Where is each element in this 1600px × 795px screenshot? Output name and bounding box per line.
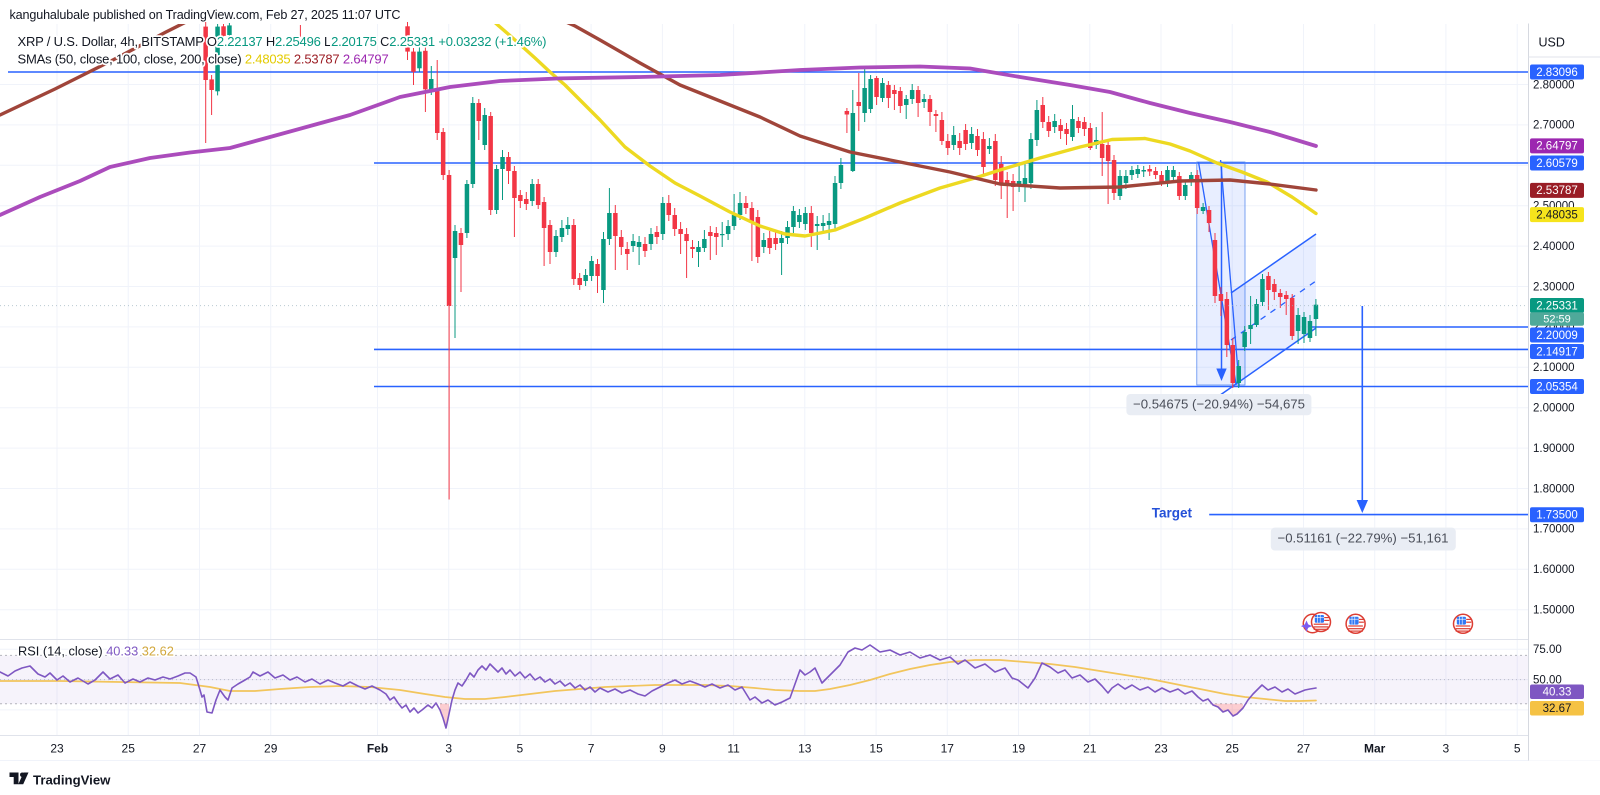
svg-text:7: 7 (588, 742, 595, 756)
svg-text:2.40000: 2.40000 (1533, 241, 1575, 253)
svg-text:25: 25 (122, 742, 136, 756)
svg-text:50.00: 50.00 (1533, 674, 1562, 686)
svg-text:27: 27 (1297, 742, 1311, 756)
svg-text:TradingView: TradingView (33, 773, 111, 788)
svg-text:25: 25 (1226, 742, 1240, 756)
svg-text:XRP / U.S. Dollar, 4h, BITSTAM: XRP / U.S. Dollar, 4h, BITSTAMP O2.22137… (18, 34, 547, 49)
svg-text:1.90000: 1.90000 (1533, 443, 1575, 455)
svg-text:13: 13 (798, 742, 812, 756)
svg-text:2.48035: 2.48035 (1536, 209, 1578, 221)
svg-text:3: 3 (1443, 742, 1450, 756)
svg-text:52:59: 52:59 (1543, 314, 1571, 326)
svg-text:29: 29 (264, 742, 278, 756)
svg-text:2.80000: 2.80000 (1533, 79, 1575, 91)
svg-text:15: 15 (869, 742, 883, 756)
svg-text:19: 19 (1012, 742, 1026, 756)
svg-text:1.80000: 1.80000 (1533, 483, 1575, 495)
svg-text:27: 27 (193, 742, 207, 756)
svg-text:21: 21 (1083, 742, 1097, 756)
svg-text:40.33: 40.33 (1543, 687, 1572, 699)
svg-text:9: 9 (659, 742, 666, 756)
svg-text:32.67: 32.67 (1543, 703, 1572, 715)
svg-text:SMAs (50, close, 100, close, 2: SMAs (50, close, 100, close, 200, close)… (18, 52, 389, 67)
svg-text:1.73500: 1.73500 (1536, 510, 1578, 522)
svg-text:1.50000: 1.50000 (1533, 605, 1575, 617)
svg-text:1.60000: 1.60000 (1533, 564, 1575, 576)
svg-text:Mar: Mar (1364, 742, 1386, 756)
svg-text:5: 5 (1514, 742, 1521, 756)
svg-text:2.64797: 2.64797 (1536, 141, 1578, 153)
svg-text:Feb: Feb (367, 742, 388, 756)
svg-text:−0.51161 (−22.79%) −51,161: −0.51161 (−22.79%) −51,161 (1278, 531, 1449, 546)
svg-text:5: 5 (517, 742, 524, 756)
svg-text:23: 23 (1154, 742, 1168, 756)
svg-text:−0.54675 (−20.94%) −54,675: −0.54675 (−20.94%) −54,675 (1133, 397, 1305, 412)
svg-text:2.53787: 2.53787 (1536, 185, 1578, 197)
svg-text:2.14917: 2.14917 (1536, 346, 1578, 358)
svg-text:3: 3 (445, 742, 452, 756)
svg-text:2.70000: 2.70000 (1533, 120, 1575, 132)
svg-text:11: 11 (727, 742, 740, 756)
svg-text:2.05354: 2.05354 (1536, 381, 1578, 393)
svg-text:2.10000: 2.10000 (1533, 362, 1575, 374)
svg-text:Target: Target (1152, 506, 1193, 521)
svg-text:2.60579: 2.60579 (1536, 158, 1578, 170)
svg-text:2.25331: 2.25331 (1536, 300, 1578, 312)
svg-text:75.00: 75.00 (1533, 644, 1562, 656)
svg-text:2.00000: 2.00000 (1533, 403, 1575, 415)
svg-text:1.70000: 1.70000 (1533, 524, 1575, 536)
svg-text:17: 17 (941, 742, 955, 756)
svg-text:2.30000: 2.30000 (1533, 281, 1575, 293)
svg-text:23: 23 (50, 742, 64, 756)
svg-text:kanguhalubale published on Tra: kanguhalubale published on TradingView.c… (10, 8, 401, 22)
svg-text:2.83096: 2.83096 (1536, 67, 1578, 79)
svg-text:RSI (14, close) 40.33 32.62: RSI (14, close) 40.33 32.62 (18, 644, 174, 659)
svg-text:USD: USD (1539, 36, 1565, 50)
svg-text:2.20009: 2.20009 (1536, 330, 1578, 342)
